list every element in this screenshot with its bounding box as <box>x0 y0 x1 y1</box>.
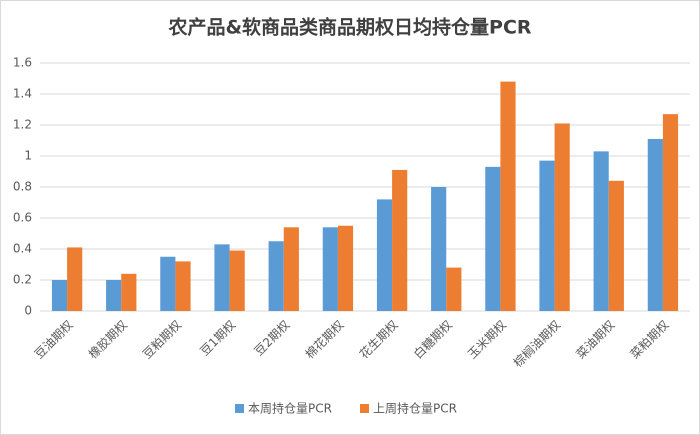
bar <box>160 256 176 311</box>
bar <box>67 247 83 311</box>
y-tick-label: 1.2 <box>13 118 32 132</box>
y-tick-label: 0.6 <box>13 211 32 225</box>
bar <box>500 81 516 311</box>
y-tick-label: 1.4 <box>13 87 32 101</box>
bar <box>214 244 230 311</box>
y-tick-label: 1.6 <box>13 56 32 70</box>
bar <box>392 169 408 311</box>
bar <box>485 166 501 311</box>
bar <box>337 225 354 311</box>
legend-swatch <box>235 404 244 413</box>
chart-title: 农产品&软商品类商品期权日均持仓量PCR <box>167 16 531 39</box>
bar <box>322 227 338 311</box>
legend-label: 上周持仓量PCR <box>373 401 457 416</box>
bar <box>593 151 609 311</box>
bar <box>431 187 447 311</box>
bar <box>175 261 191 311</box>
bar <box>662 114 679 312</box>
y-tick-label: 0.2 <box>13 273 32 287</box>
y-tick-label: 1 <box>24 149 32 163</box>
bar <box>229 250 245 311</box>
legend-swatch <box>360 404 369 413</box>
bar <box>51 280 68 311</box>
y-tick-label: 0.8 <box>13 180 32 194</box>
legend-label: 本周持仓量PCR <box>248 401 332 416</box>
bar <box>121 273 137 311</box>
bar <box>106 280 122 311</box>
bar <box>283 227 299 311</box>
bar <box>647 138 663 311</box>
y-tick-label: 0.4 <box>13 242 32 256</box>
bar <box>554 123 570 311</box>
y-tick-label: 0 <box>24 304 32 318</box>
bar <box>446 267 462 311</box>
bar <box>268 241 284 311</box>
bar <box>376 199 393 311</box>
bar <box>539 160 555 311</box>
bar <box>608 180 624 311</box>
